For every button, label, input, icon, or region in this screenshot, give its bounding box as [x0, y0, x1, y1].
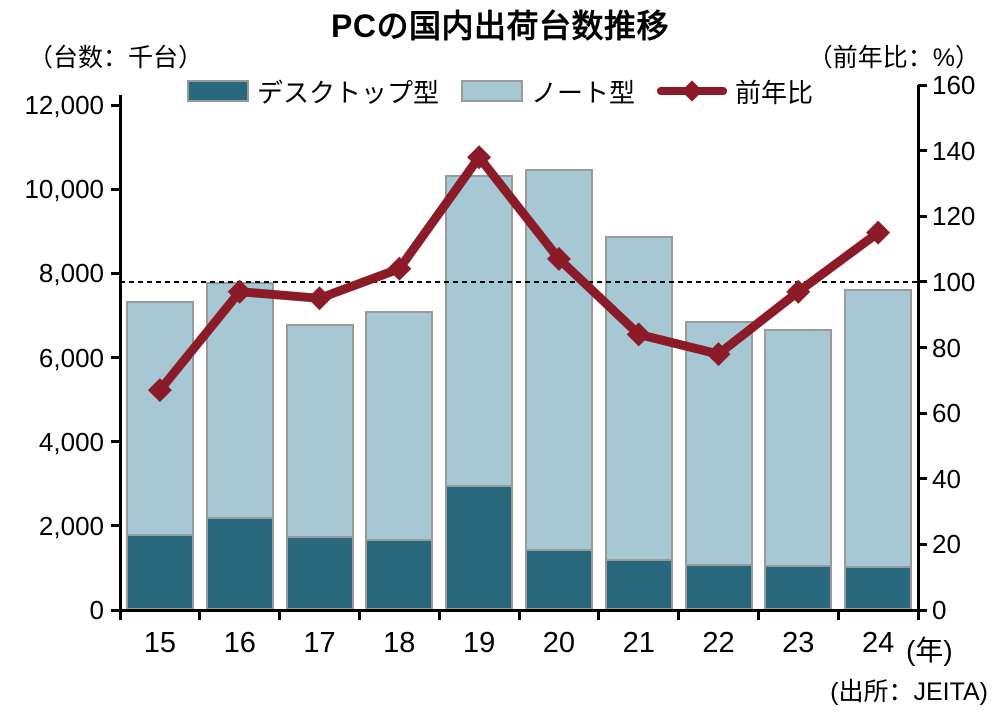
x-axis-label-18: 18: [383, 627, 416, 659]
right-axis-tick: [918, 608, 927, 612]
legend-label-yoy: 前年比: [735, 77, 814, 108]
bar-note-21: [604, 235, 673, 561]
yoy-marker-21: [626, 322, 651, 347]
reference-line-100pct: [120, 280, 918, 283]
left-axis-tick-label: 4,000: [38, 426, 104, 457]
left-axis-tick: [111, 187, 120, 191]
bar-note-17: [285, 323, 354, 539]
yoy-marker-18: [387, 256, 412, 281]
right-axis-tick: [918, 542, 927, 546]
yoy-marker-22: [706, 342, 731, 367]
right-axis-tick-label: 120: [932, 201, 976, 232]
left-axis-tick: [111, 440, 120, 444]
left-axis-tick-label: 10,000: [24, 174, 104, 205]
right-axis-tick: [918, 214, 927, 218]
legend-swatch-note: [460, 80, 523, 102]
left-axis-tick-label: 0: [89, 595, 104, 625]
right-axis-tick: [918, 411, 927, 415]
bar-note-18: [365, 311, 434, 541]
yoy-line: [155, 152, 883, 395]
x-axis-label-24: 24: [861, 627, 895, 659]
legend: デスクトップ型 ノート型 前年比: [0, 77, 1000, 108]
right-axis-tick: [918, 83, 927, 87]
right-axis-tick-label: 80: [932, 332, 961, 363]
x-axis-label-15: 15: [143, 627, 177, 659]
legend-label-desktop: デスクトップ型: [256, 77, 439, 108]
right-axis-tick: [918, 149, 927, 153]
right-axis-tick-label: 20: [932, 529, 961, 560]
right-axis-tick-label: 60: [932, 398, 961, 429]
source-note: (出所：JEITA): [830, 678, 988, 706]
left-axis-tick-label: 6,000: [38, 342, 104, 373]
left-axis-tick: [111, 103, 120, 107]
yoy-line-layer: [147, 145, 891, 403]
bar-desktop-21: [604, 558, 673, 610]
x-axis-tick: [198, 610, 202, 620]
bar-note-19: [445, 175, 514, 487]
legend-item-yoy: 前年比: [657, 73, 813, 110]
legend-label-note: ノート型: [530, 77, 635, 108]
yoy-marker-15: [147, 378, 172, 403]
left-axis-tick-label: 8,000: [38, 258, 104, 289]
x-axis-tick: [597, 610, 601, 620]
legend-item-desktop: デスクトップ型: [186, 73, 439, 110]
right-axis-tick-label: 100: [932, 266, 976, 297]
left-axis-tick-label: 2,000: [38, 510, 104, 541]
x-axis-label-22: 22: [702, 627, 735, 659]
bar-note-15: [125, 300, 194, 537]
right-axis-tick: [918, 346, 927, 349]
x-axis-label-21: 21: [622, 627, 655, 659]
x-axis-tick: [756, 610, 760, 620]
left-axis-tick: [111, 524, 120, 528]
right-axis-unit-label: （前年比：%）: [807, 44, 980, 72]
x-axis-tick: [517, 610, 521, 620]
x-axis-tick: [357, 610, 361, 620]
x-axis-label-19: 19: [462, 627, 496, 659]
left-axis-tick: [111, 608, 120, 612]
x-axis-label-23: 23: [782, 627, 815, 659]
x-axis-label-20: 20: [542, 627, 576, 659]
right-axis-tick: [918, 280, 927, 284]
x-axis-label-16: 16: [223, 627, 256, 659]
legend-line-symbol: [657, 80, 727, 102]
chart-title: PCの国内出荷台数推移: [331, 8, 669, 44]
right-axis-tick-label: 40: [932, 463, 961, 494]
legend-swatch-desktop: [186, 80, 249, 102]
x-axis-label-17: 17: [303, 627, 336, 659]
left-axis-unit-label: （台数：千台）: [28, 44, 204, 72]
legend-item-note: ノート型: [460, 73, 635, 110]
yoy-marker-17: [307, 286, 332, 311]
right-axis-tick-label: 140: [932, 135, 976, 166]
yoy-marker-20: [546, 246, 571, 271]
x-axis-tick: [437, 610, 441, 620]
bar-note-24: [844, 288, 913, 568]
left-axis-tick-label: 12,000: [24, 90, 104, 120]
x-axis-tick: [836, 610, 840, 620]
x-axis-tick: [278, 610, 282, 620]
right-axis-tick: [918, 477, 927, 481]
x-axis-tick: [118, 610, 122, 620]
yoy-marker-24: [866, 220, 891, 245]
left-axis-tick: [111, 271, 120, 275]
left-axis-line: [118, 95, 122, 620]
right-axis-line: [916, 85, 920, 620]
yoy-marker-16: [227, 279, 252, 304]
right-axis-tick-label: 160: [932, 70, 976, 100]
x-axis-tick: [916, 610, 920, 620]
yoy-marker-23: [786, 279, 811, 304]
yoy-marker-19: [467, 145, 492, 170]
bar-note-23: [764, 328, 833, 567]
x-axis-tick: [677, 610, 681, 620]
right-axis-tick-label: 0: [932, 595, 947, 625]
x-axis-unit-label: (年): [906, 635, 953, 666]
left-axis-tick: [111, 356, 120, 359]
plot-area: [120, 85, 918, 610]
